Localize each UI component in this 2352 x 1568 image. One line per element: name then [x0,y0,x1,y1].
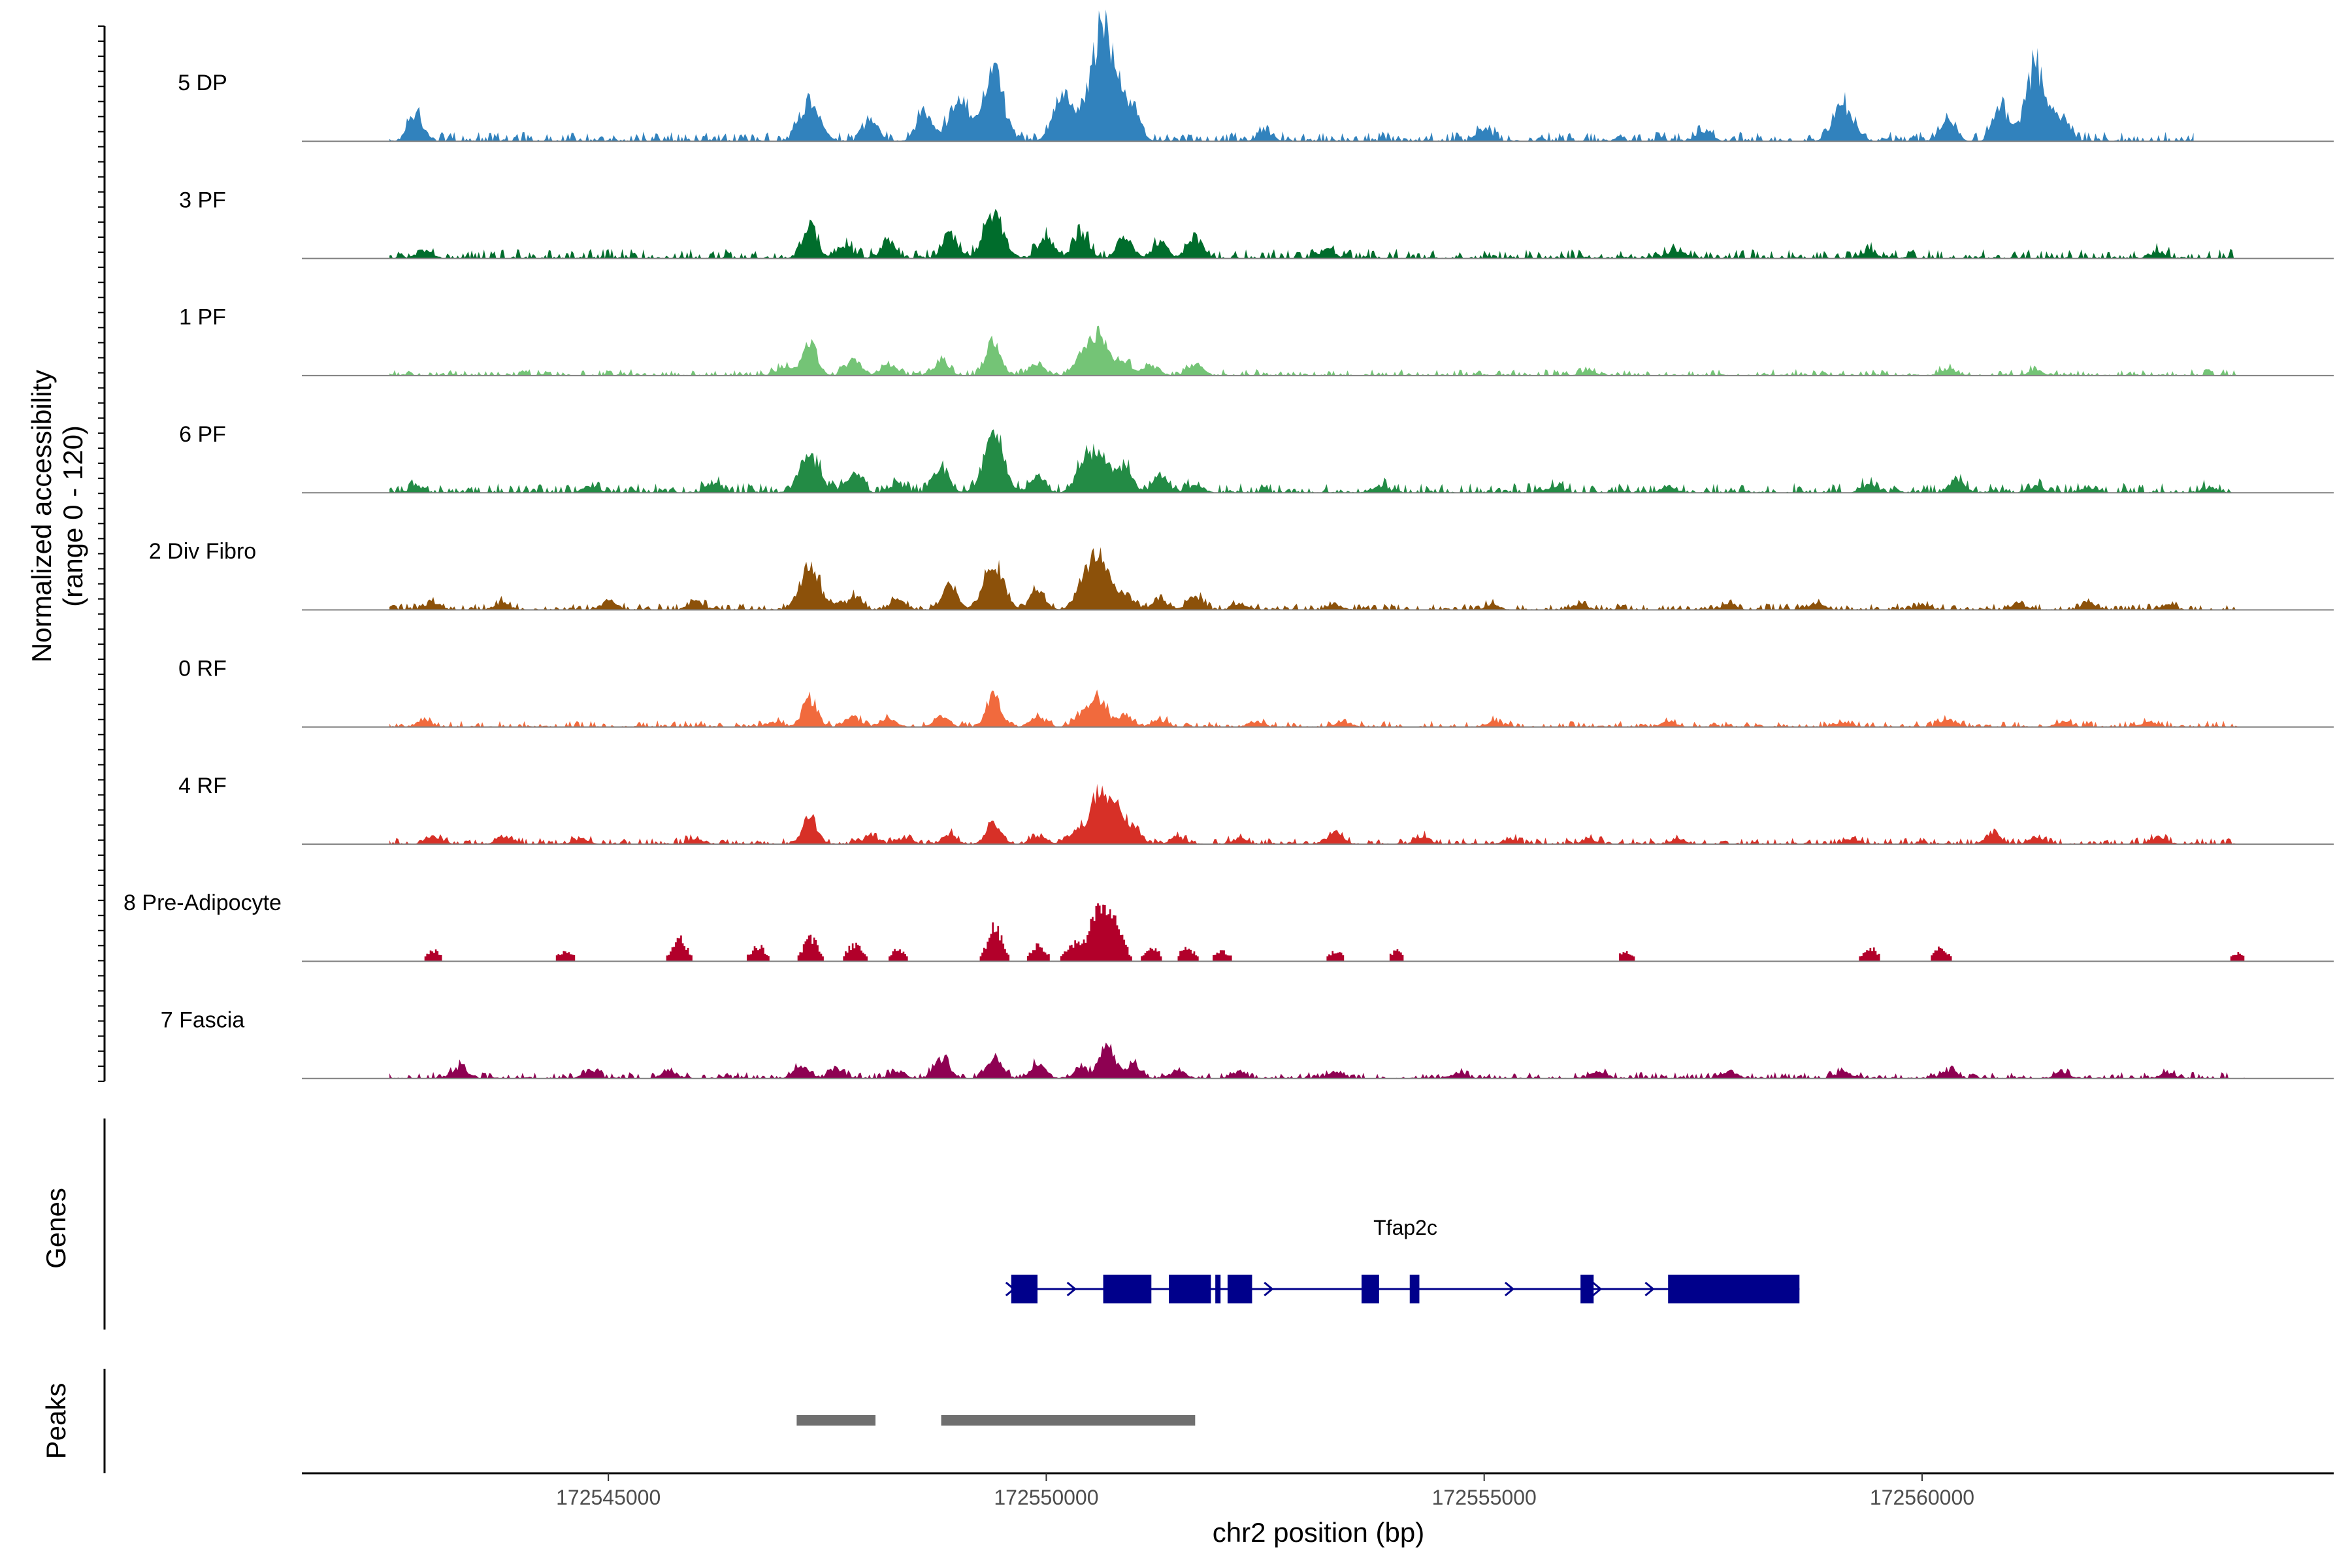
coverage-area [389,9,2194,142]
strand-arrow [1644,1281,1655,1297]
gene-tfap2c: Tfap2c [1005,1216,1800,1303]
peak-region [941,1415,1196,1426]
track-7-fascia: 7 Fascia [161,1007,2334,1079]
track-3-pf: 3 PF [179,188,2334,259]
track-2-div-fibro: 2 Div Fibro [149,539,2334,611]
strand-arrow [1066,1281,1077,1297]
coverage-area [389,903,2248,962]
track-label: 8 Pre-Adipocyte [123,890,282,915]
x-tick-label: 172550000 [994,1486,1098,1509]
strand-arrow [1504,1281,1515,1297]
y-axis [98,25,106,1082]
y-axis-title-line2: (range 0 - 120) [57,425,88,607]
gene-exon [1227,1275,1252,1303]
track-4-rf: 4 RF [178,774,2334,845]
coverage-area [389,325,2238,376]
x-axis: 172545000 172550000 172555000 172560000 [302,1472,2334,1509]
track-label: 4 RF [178,774,227,798]
gene-exon [1668,1275,1800,1303]
gene-exon [1580,1275,1594,1303]
track-label: 6 PF [179,422,226,447]
gene-exon [1103,1275,1152,1303]
coverage-area [389,783,2238,845]
gene-exon [1362,1275,1379,1303]
x-tick-label: 172545000 [556,1486,661,1509]
gene-exon [1011,1275,1038,1303]
track-label: 3 PF [179,188,226,212]
gene-name: Tfap2c [1373,1216,1437,1239]
x-tick-label: 172560000 [1870,1486,1974,1509]
peaks-panel [103,1369,1196,1473]
coverage-area [389,1042,2246,1079]
track-0-rf: 0 RF [178,657,2334,728]
strand-arrow [1264,1281,1274,1297]
coverage-tracks: 5 DP 3 PF 1 PF 6 PF 2 Div Fibro 0 RF 4 RF 8 Pre… [123,9,2334,1079]
x-tick-label: 172555000 [1432,1486,1537,1509]
peak-region [796,1415,876,1426]
strand-arrow [1592,1281,1603,1297]
track-label: 1 PF [179,305,226,330]
x-axis-title: chr2 position (bp) [1213,1517,1425,1548]
track-5-dp: 5 DP [178,9,2334,142]
track-6-pf: 6 PF [179,422,2334,494]
coverage-area [389,547,2238,610]
coverage-area [389,689,2238,727]
gene-exon [1409,1275,1420,1303]
track-label: 5 DP [178,71,227,95]
track-label: 0 RF [178,657,227,681]
genes-panel: Tfap2c [103,1119,1800,1330]
coverage-area [389,208,2238,259]
gene-exon [1169,1275,1211,1303]
track-label: 7 Fascia [161,1007,245,1032]
track-1-pf: 1 PF [179,305,2334,376]
genes-panel-label: Genes [41,1188,71,1269]
y-axis-title-line1: Normalized accessibility [26,370,57,662]
coverage-area [389,429,2238,493]
strand-arrow [1005,1281,1016,1297]
peaks-panel-label: Peaks [41,1383,71,1460]
track-8-pre-adipocyte: 8 Pre-Adipocyte [123,890,2334,962]
track-label: 2 Div Fibro [149,539,256,564]
gene-exon [1215,1275,1221,1303]
